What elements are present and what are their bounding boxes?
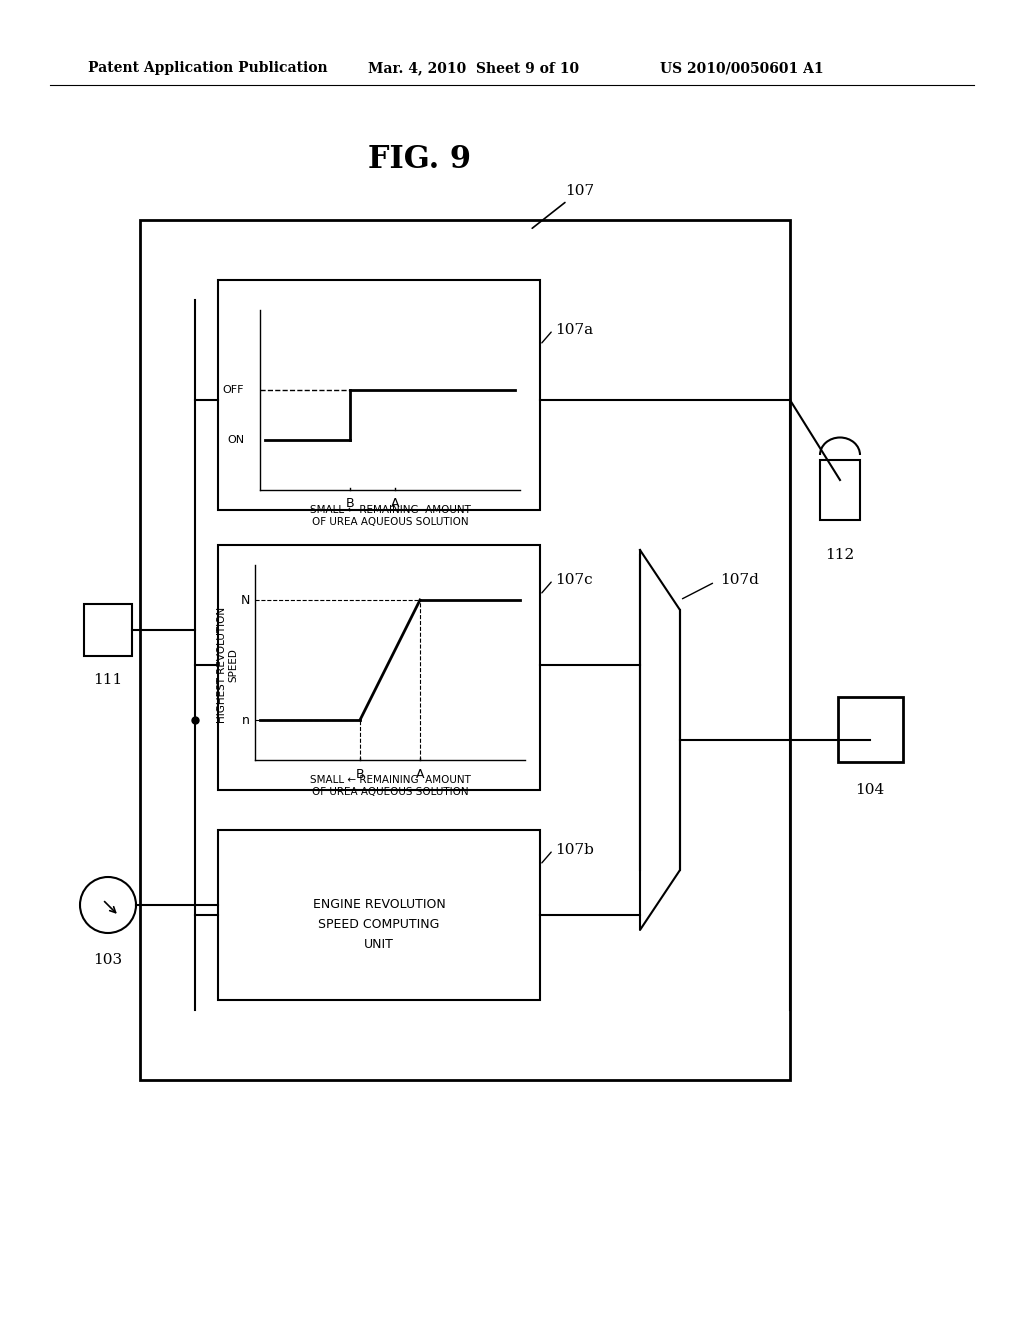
Text: 103: 103 <box>93 953 123 968</box>
Text: 107b: 107b <box>555 843 594 857</box>
FancyBboxPatch shape <box>218 830 540 1001</box>
Text: 107c: 107c <box>555 573 593 587</box>
Text: A: A <box>391 498 399 510</box>
Text: SPEED COMPUTING: SPEED COMPUTING <box>318 919 439 932</box>
Text: US 2010/0050601 A1: US 2010/0050601 A1 <box>660 61 823 75</box>
Text: OF UREA AQUEOUS SOLUTION: OF UREA AQUEOUS SOLUTION <box>311 787 468 797</box>
FancyBboxPatch shape <box>838 697 903 762</box>
Text: A: A <box>416 768 424 781</box>
Text: B: B <box>355 768 365 781</box>
FancyBboxPatch shape <box>218 280 540 510</box>
Text: n: n <box>242 714 250 726</box>
FancyBboxPatch shape <box>140 220 790 1080</box>
Text: ON: ON <box>227 436 244 445</box>
FancyBboxPatch shape <box>218 545 540 789</box>
Text: 112: 112 <box>825 548 855 562</box>
Text: HIGHEST REVOLUTION
SPEED: HIGHEST REVOLUTION SPEED <box>217 607 239 723</box>
Polygon shape <box>640 550 680 931</box>
Text: 111: 111 <box>93 673 123 686</box>
Text: FIG. 9: FIG. 9 <box>369 144 471 176</box>
Text: ENGINE REVOLUTION: ENGINE REVOLUTION <box>312 899 445 912</box>
Text: UNIT: UNIT <box>365 939 394 952</box>
Text: OFF: OFF <box>222 385 244 395</box>
FancyBboxPatch shape <box>820 459 860 520</box>
Text: B: B <box>346 498 354 510</box>
Text: SMALL ← REMAINING  AMOUNT: SMALL ← REMAINING AMOUNT <box>309 506 470 515</box>
Text: N: N <box>241 594 250 606</box>
FancyBboxPatch shape <box>84 605 132 656</box>
Text: SMALL ← REMAINING  AMOUNT: SMALL ← REMAINING AMOUNT <box>309 775 470 785</box>
Circle shape <box>80 876 136 933</box>
Text: 107d: 107d <box>720 573 759 587</box>
Text: Patent Application Publication: Patent Application Publication <box>88 61 328 75</box>
Text: 107: 107 <box>532 183 594 228</box>
Text: OF UREA AQUEOUS SOLUTION: OF UREA AQUEOUS SOLUTION <box>311 517 468 527</box>
Text: 104: 104 <box>855 783 885 797</box>
Text: 107a: 107a <box>555 323 593 337</box>
Text: Mar. 4, 2010  Sheet 9 of 10: Mar. 4, 2010 Sheet 9 of 10 <box>368 61 580 75</box>
